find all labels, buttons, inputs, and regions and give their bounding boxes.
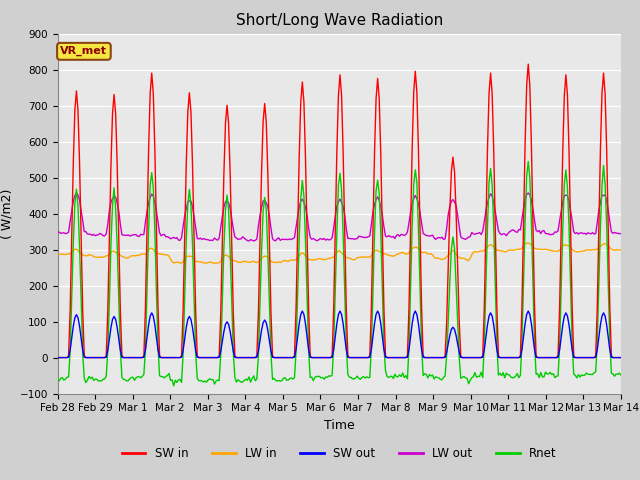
Legend: SW in, LW in, SW out, LW out, Rnet: SW in, LW in, SW out, LW out, Rnet [117, 443, 561, 465]
Text: VR_met: VR_met [60, 46, 108, 57]
Title: Short/Long Wave Radiation: Short/Long Wave Radiation [236, 13, 443, 28]
X-axis label: Time: Time [324, 419, 355, 432]
Y-axis label: ( W/m2): ( W/m2) [1, 189, 14, 239]
